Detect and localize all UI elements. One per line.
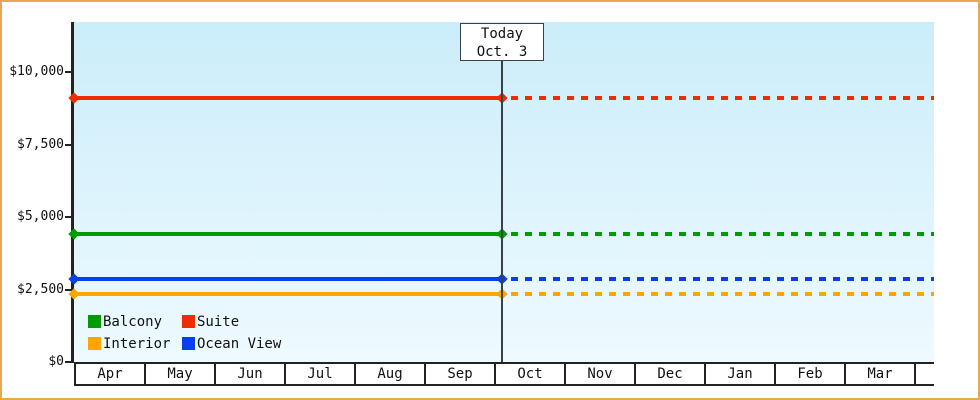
- series-line-dashed-ocean-view: [511, 277, 934, 282]
- series-line-solid-ocean-view: [74, 277, 502, 282]
- legend-label-suite: Suite: [197, 313, 240, 330]
- month-cell: Mar: [844, 364, 914, 384]
- y-tick-label: $5,000: [17, 209, 64, 224]
- series-line-dashed-balcony: [511, 232, 934, 237]
- month-cell: Jan: [704, 364, 774, 384]
- y-tick-label: $2,500: [17, 281, 64, 297]
- series-line-dashed-interior: [511, 291, 934, 296]
- legend-item-suite: Suite: [182, 313, 281, 330]
- y-tick-mark: [65, 288, 72, 291]
- y-tick-label: $7,500: [17, 136, 64, 152]
- series-line-dashed-suite: [511, 96, 934, 101]
- month-cell: May: [144, 364, 214, 384]
- series-line-solid-balcony: [74, 232, 502, 237]
- month-cell: Feb: [774, 364, 844, 384]
- y-axis-line: [71, 22, 74, 363]
- y-tick-mark: [65, 361, 72, 363]
- plot-area: [74, 22, 934, 362]
- y-tick-mark: [65, 143, 72, 146]
- today-date-label: Oct. 3: [476, 44, 528, 60]
- y-tick-label: $10,000: [9, 64, 64, 79]
- month-cell: Oct: [494, 364, 564, 384]
- today-annotation-box: Today Oct. 3: [460, 23, 544, 61]
- y-tick-mark: [65, 71, 72, 73]
- legend-swatch-ocean-view: [182, 337, 195, 350]
- legend-swatch-balcony: [88, 315, 101, 328]
- legend-item-interior: Interior: [88, 335, 182, 352]
- legend-item-ocean-view: Ocean View: [182, 335, 281, 352]
- month-cell: Nov: [564, 364, 634, 384]
- legend-label-interior: Interior: [103, 335, 171, 352]
- month-cell: Jun: [214, 364, 284, 384]
- legend-label-balcony: Balcony: [103, 313, 163, 330]
- y-tick-mark: [65, 216, 72, 218]
- month-cell: Jul: [284, 364, 354, 384]
- today-label: Today: [480, 26, 524, 42]
- today-vertical-line: [501, 61, 503, 362]
- legend-item-balcony: Balcony: [88, 313, 182, 330]
- legend-label-ocean-view: Ocean View: [197, 335, 282, 352]
- legend-swatch-suite: [182, 315, 195, 328]
- legend: Balcony Suite Interior Ocean View: [88, 313, 281, 352]
- month-cell: Apr: [74, 364, 144, 384]
- series-line-solid-interior: [74, 291, 502, 296]
- series-line-solid-suite: [74, 96, 502, 101]
- month-row-extension: [914, 364, 934, 384]
- legend-swatch-interior: [88, 337, 101, 350]
- x-axis-month-row: Apr May Jun Jul Aug Sep Oct Nov Dec Jan Feb Mar: [74, 362, 934, 386]
- month-cell: Dec: [634, 364, 704, 384]
- y-tick-label: $0: [48, 354, 64, 369]
- month-cell: Aug: [354, 364, 424, 384]
- month-cell: Sep: [424, 364, 494, 384]
